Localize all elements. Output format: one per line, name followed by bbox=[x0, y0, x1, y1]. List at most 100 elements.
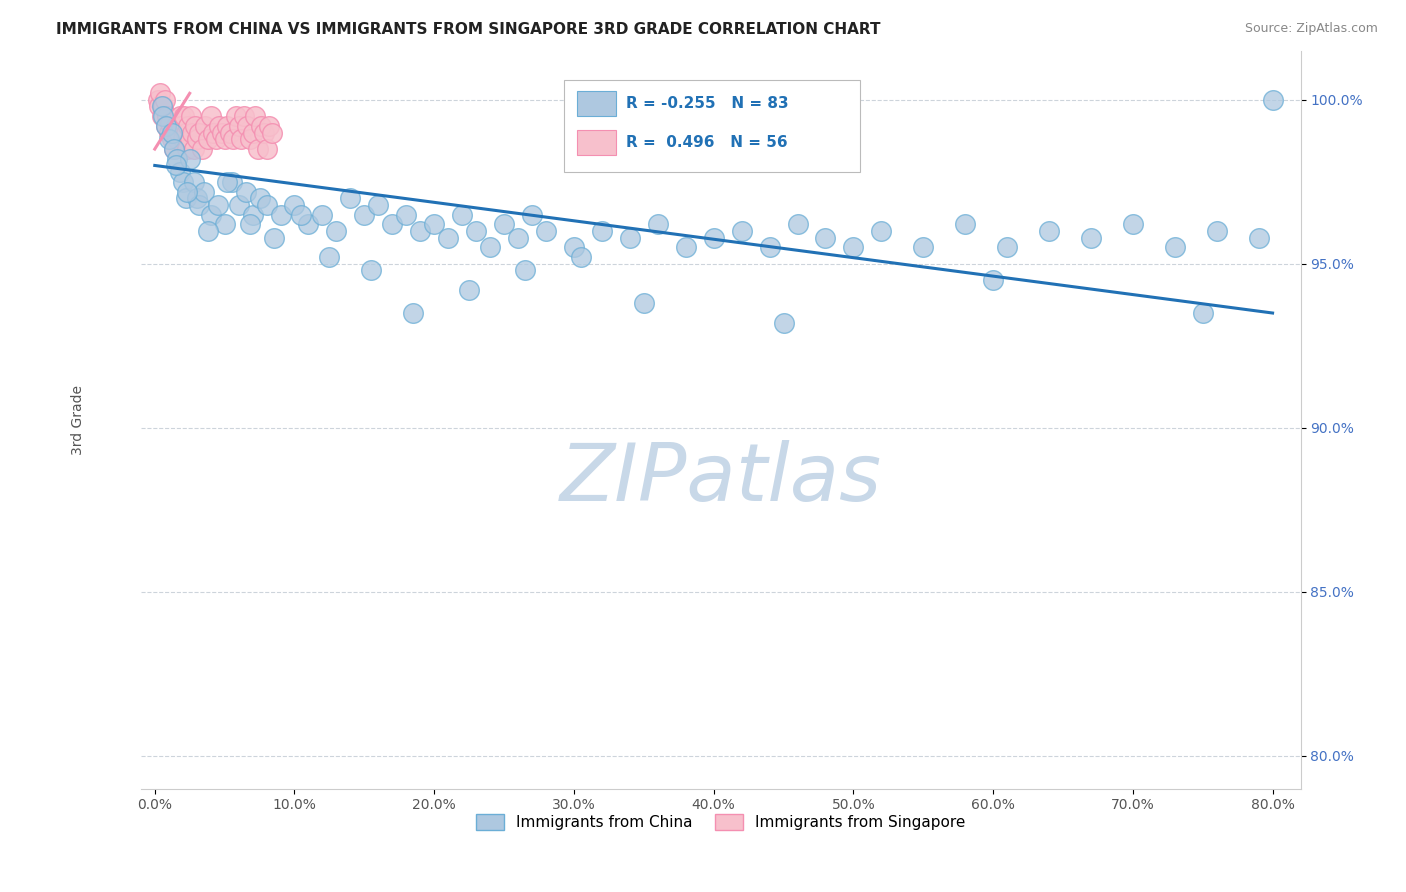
Point bbox=[437, 230, 460, 244]
Point bbox=[814, 230, 837, 244]
Point bbox=[675, 240, 697, 254]
Point bbox=[953, 218, 976, 232]
Y-axis label: 3rd Grade: 3rd Grade bbox=[72, 384, 86, 455]
Point bbox=[591, 224, 613, 238]
Point bbox=[249, 191, 271, 205]
Point bbox=[162, 126, 184, 140]
Point bbox=[325, 224, 347, 238]
Point bbox=[150, 109, 173, 123]
Point bbox=[166, 132, 188, 146]
Point bbox=[219, 126, 242, 140]
Point bbox=[149, 87, 172, 101]
Point bbox=[242, 126, 264, 140]
Point bbox=[458, 283, 481, 297]
Point bbox=[360, 263, 382, 277]
Point bbox=[619, 230, 641, 244]
Point bbox=[217, 175, 239, 189]
Point bbox=[451, 208, 474, 222]
Point bbox=[166, 152, 188, 166]
Text: R =  0.496   N = 56: R = 0.496 N = 56 bbox=[626, 136, 787, 151]
Point bbox=[506, 230, 529, 244]
Point bbox=[153, 93, 176, 107]
Point bbox=[465, 224, 488, 238]
Point bbox=[395, 208, 418, 222]
Point bbox=[181, 126, 204, 140]
Point bbox=[259, 119, 281, 133]
Point bbox=[157, 132, 180, 146]
Point bbox=[150, 99, 173, 113]
Point bbox=[165, 119, 187, 133]
Point bbox=[1080, 230, 1102, 244]
Point bbox=[381, 218, 404, 232]
Point bbox=[318, 250, 340, 264]
Point bbox=[208, 119, 231, 133]
Point bbox=[159, 116, 181, 130]
Point bbox=[186, 191, 208, 205]
Point bbox=[222, 132, 245, 146]
Legend: Immigrants from China, Immigrants from Singapore: Immigrants from China, Immigrants from S… bbox=[470, 808, 972, 836]
Point bbox=[494, 218, 516, 232]
Point bbox=[184, 119, 207, 133]
Point bbox=[200, 109, 222, 123]
Point bbox=[245, 109, 267, 123]
Point bbox=[170, 119, 193, 133]
Point bbox=[242, 208, 264, 222]
Point bbox=[239, 132, 262, 146]
Point bbox=[174, 126, 197, 140]
Point bbox=[148, 99, 170, 113]
FancyBboxPatch shape bbox=[576, 91, 616, 116]
Point bbox=[1038, 224, 1060, 238]
Text: IMMIGRANTS FROM CHINA VS IMMIGRANTS FROM SINGAPORE 3RD GRADE CORRELATION CHART: IMMIGRANTS FROM CHINA VS IMMIGRANTS FROM… bbox=[56, 22, 880, 37]
Point bbox=[402, 306, 425, 320]
Point bbox=[167, 126, 190, 140]
Point bbox=[155, 119, 177, 133]
Point bbox=[173, 109, 195, 123]
Point bbox=[174, 191, 197, 205]
Point bbox=[221, 175, 243, 189]
FancyBboxPatch shape bbox=[576, 130, 616, 155]
Point bbox=[247, 142, 270, 156]
Point bbox=[197, 132, 219, 146]
Point bbox=[513, 263, 536, 277]
Point bbox=[270, 208, 292, 222]
Point bbox=[339, 191, 361, 205]
Point bbox=[191, 142, 214, 156]
Point bbox=[156, 109, 179, 123]
Point bbox=[1122, 218, 1144, 232]
Point bbox=[163, 142, 186, 156]
Point bbox=[172, 175, 194, 189]
Point bbox=[228, 198, 250, 212]
Point bbox=[1191, 306, 1213, 320]
Point bbox=[233, 109, 256, 123]
Point bbox=[353, 208, 375, 222]
Point bbox=[163, 142, 186, 156]
Point bbox=[176, 142, 198, 156]
Point bbox=[165, 158, 187, 172]
Point bbox=[367, 198, 389, 212]
Point bbox=[1261, 93, 1284, 107]
Point bbox=[207, 198, 229, 212]
Point bbox=[183, 142, 205, 156]
Point bbox=[283, 198, 305, 212]
Point bbox=[146, 93, 169, 107]
Point bbox=[160, 132, 183, 146]
Point bbox=[193, 185, 215, 199]
Point bbox=[250, 119, 273, 133]
Point bbox=[253, 126, 276, 140]
Point bbox=[1247, 230, 1270, 244]
Point bbox=[772, 316, 794, 330]
Point bbox=[183, 175, 205, 189]
Point bbox=[155, 119, 177, 133]
Point bbox=[169, 109, 191, 123]
Point bbox=[217, 119, 239, 133]
Point bbox=[211, 126, 233, 140]
Text: Source: ZipAtlas.com: Source: ZipAtlas.com bbox=[1244, 22, 1378, 36]
Point bbox=[912, 240, 935, 254]
Point bbox=[870, 224, 893, 238]
Point bbox=[179, 132, 201, 146]
Point bbox=[290, 208, 312, 222]
Point bbox=[214, 218, 236, 232]
Point bbox=[172, 132, 194, 146]
Point bbox=[180, 109, 202, 123]
Point bbox=[1164, 240, 1187, 254]
